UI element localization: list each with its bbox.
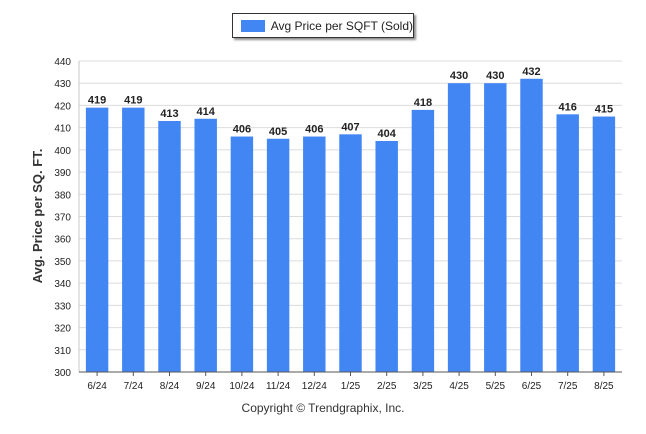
- bar: [411, 109, 435, 372]
- data-label: 419: [88, 95, 106, 107]
- copyright-text: Copyright © Trendgraphix, Inc.: [241, 401, 405, 415]
- x-tick-label: 3/25: [413, 381, 433, 392]
- data-label: 414: [197, 106, 216, 118]
- legend-swatch: [241, 19, 265, 32]
- y-tick-label: 430: [54, 79, 71, 90]
- bar: [158, 120, 181, 372]
- y-tick-label: 370: [54, 213, 71, 224]
- bar: [85, 107, 109, 373]
- x-tick-label: 8/24: [160, 381, 180, 392]
- y-tick-label: 390: [54, 168, 71, 179]
- data-label: 406: [305, 124, 323, 136]
- x-tick-label: 1/25: [341, 381, 361, 392]
- data-label: 418: [414, 97, 432, 109]
- y-tick-label: 400: [54, 146, 71, 157]
- x-tick-label: 10/24: [229, 381, 254, 392]
- x-tick-label: 4/25: [449, 381, 469, 392]
- data-labels: 419 419 413 414 406 405 406 407 404 418 430 430 432 4…: [88, 66, 613, 140]
- y-tick-label: 380: [54, 190, 71, 201]
- data-label: 430: [450, 70, 468, 82]
- y-tick-label: 420: [54, 101, 71, 112]
- bar: [592, 116, 616, 373]
- bar: [556, 114, 579, 373]
- data-label: 406: [233, 124, 251, 136]
- bar: [122, 107, 145, 373]
- x-tick-label: 6/24: [87, 381, 107, 392]
- y-tick-label: 360: [54, 235, 71, 246]
- axes: 300 310 320 330 340 350 360 370 380 390 400 410 420 4…: [54, 57, 622, 392]
- bar: [375, 140, 398, 372]
- y-tick-label: 440: [54, 57, 71, 68]
- bar: [266, 138, 290, 372]
- bar: [484, 83, 507, 372]
- x-tick-label: 5/25: [486, 381, 506, 392]
- y-axis-title: Avg. Price per SQ. FT.: [30, 149, 45, 284]
- data-label: 432: [522, 66, 540, 78]
- bars: [85, 78, 616, 373]
- data-label: 415: [595, 104, 613, 116]
- data-label: 413: [160, 108, 178, 120]
- x-tick-label: 11/24: [266, 381, 291, 392]
- legend-label: Avg Price per SQFT (Sold): [270, 18, 413, 33]
- y-tick-label: 410: [54, 124, 71, 135]
- x-tick-label: 12/24: [302, 381, 327, 392]
- bar: [303, 136, 326, 372]
- data-label: 405: [269, 126, 287, 138]
- bar: [339, 134, 362, 372]
- y-tick-label: 340: [54, 279, 71, 290]
- y-tick-label: 310: [54, 346, 71, 357]
- bar: [447, 83, 471, 372]
- x-tick-label: 9/24: [196, 381, 216, 392]
- x-tick-label: 8/25: [594, 381, 614, 392]
- y-tick-label: 330: [54, 301, 71, 312]
- x-tick-label: 2/25: [377, 381, 397, 392]
- data-label: 404: [378, 128, 397, 140]
- y-tick-label: 320: [54, 324, 71, 335]
- x-tick-label: 7/25: [558, 381, 578, 392]
- data-label: 416: [559, 101, 577, 113]
- data-label: 419: [124, 95, 142, 107]
- data-label: 430: [486, 70, 504, 82]
- data-label: 407: [341, 121, 359, 133]
- bar: [194, 118, 217, 372]
- y-tick-label: 350: [54, 257, 71, 268]
- x-tick-label: 6/25: [522, 381, 542, 392]
- x-tick-label: 7/24: [124, 381, 144, 392]
- y-tick-label: 300: [54, 368, 71, 379]
- legend: Avg Price per SQFT (Sold): [232, 13, 414, 38]
- bar: [230, 136, 254, 372]
- bar: [520, 78, 543, 373]
